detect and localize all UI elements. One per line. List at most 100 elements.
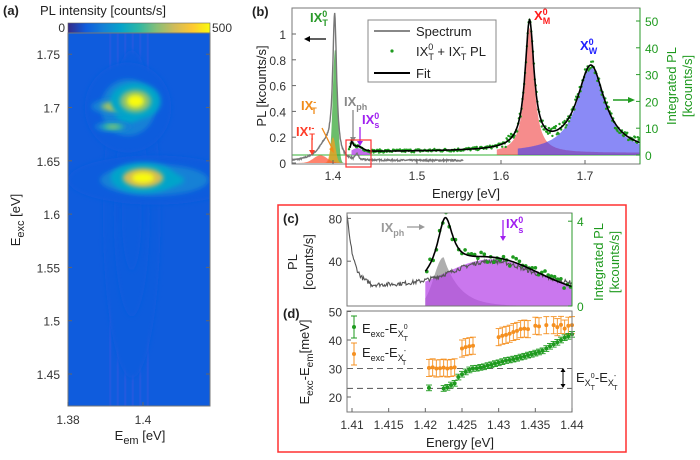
data-point-d xyxy=(496,335,501,340)
data-point-d xyxy=(525,353,530,358)
x-axis-label-d: Energy [eV] xyxy=(426,435,494,450)
data-point-c xyxy=(543,269,547,273)
y-axis-label-a: Eexc [eV] xyxy=(8,194,27,247)
y-tick-label-c-left: 40 xyxy=(329,255,343,269)
spectrum-line-c xyxy=(347,214,572,289)
y-tick-label-c-right: 0 xyxy=(577,300,584,314)
arrow-ixmt-icon xyxy=(321,127,334,153)
y-tick-label-d: 20 xyxy=(329,391,343,405)
y-tick-label-b-right: 10 xyxy=(645,122,659,136)
spectrum-line xyxy=(292,12,464,164)
data-point-c xyxy=(511,255,515,259)
data-point-d xyxy=(518,355,523,360)
data-point-d xyxy=(540,348,545,353)
gap-double-arrow-icon xyxy=(560,368,566,388)
data-point xyxy=(627,138,631,141)
data-point-d xyxy=(478,365,483,370)
arrow-ixpmt-icon xyxy=(309,138,315,155)
panel-label-c: (c) xyxy=(283,211,299,226)
fill-ix0_t xyxy=(323,49,347,163)
y-tick-label-b-left: 0.8 xyxy=(269,54,286,68)
data-point-d xyxy=(533,351,538,356)
data-point xyxy=(558,122,561,126)
data-point xyxy=(378,148,381,151)
arrow-right-axis-icon xyxy=(613,97,635,103)
data-point-d xyxy=(566,334,571,339)
y-tick-label-b-right: 50 xyxy=(645,15,659,29)
axes-frame-a xyxy=(67,32,211,407)
data-point-d xyxy=(481,364,486,369)
heatmap-blob xyxy=(131,172,155,184)
data-point-c xyxy=(549,274,554,278)
data-point-c xyxy=(546,273,550,277)
data-point xyxy=(604,107,608,111)
data-point xyxy=(554,124,558,128)
data-point-c xyxy=(514,256,518,261)
annotation-c-ix0s: IX0 s xyxy=(506,215,523,235)
ticks-c: 40 80 0 4 xyxy=(329,212,584,314)
y-tick-label-a: 1.45 xyxy=(37,368,61,382)
data-point-c xyxy=(533,266,538,270)
data-point-d xyxy=(514,356,519,361)
data-point-d xyxy=(536,324,541,329)
data-point-d xyxy=(470,343,475,348)
colorbar xyxy=(67,22,211,34)
zoom-inset-frame xyxy=(277,204,627,453)
data-point xyxy=(516,130,519,133)
data-point xyxy=(504,145,507,149)
data-point-d xyxy=(518,327,523,332)
data-point-d xyxy=(511,330,516,335)
data-point-d xyxy=(489,362,494,367)
data-point-d xyxy=(503,358,508,363)
annotation-x0m: X0 M xyxy=(534,7,550,26)
y-tick-label-b-left: 0.6 xyxy=(269,80,286,94)
data-point-d xyxy=(448,365,453,370)
data-point-d xyxy=(426,385,431,390)
data-point xyxy=(475,145,478,149)
legend-green-label: Eexc-EX0 T xyxy=(362,321,409,343)
data-point xyxy=(636,136,639,139)
data-point-d xyxy=(500,333,505,338)
data-point-d xyxy=(507,331,512,336)
fit-line xyxy=(349,18,640,152)
data-point xyxy=(548,131,551,134)
data-point-d xyxy=(426,365,431,370)
data-point xyxy=(546,132,550,135)
data-point-d xyxy=(445,366,450,371)
fill-c-ix0s xyxy=(425,259,572,306)
ticks-a: 1.45 1.5 1.55 1.6 1.65 1.7 1.75 1.38 1.4 xyxy=(37,48,210,427)
heatmap xyxy=(68,33,210,406)
data-point-d xyxy=(492,361,497,366)
data-point-c xyxy=(508,264,512,268)
y-tick-label-d: 40 xyxy=(329,334,343,348)
data-point xyxy=(540,125,543,128)
data-point-c xyxy=(562,286,566,290)
x-tick-label-a: 1.38 xyxy=(56,413,80,427)
arrow-ixph-icon xyxy=(350,110,356,142)
data-point xyxy=(564,126,567,129)
data-point-d xyxy=(558,322,563,327)
y-axis-label-b-left: PL [kcounts/s] xyxy=(254,45,269,126)
data-point-d xyxy=(529,352,534,357)
y-tick-label-b-right: 40 xyxy=(645,42,659,56)
y-tick-label-b-left: 0.2 xyxy=(269,131,286,145)
data-point-d xyxy=(441,386,446,391)
x-axis-label-b: Energy [eV] xyxy=(432,186,500,201)
panel-b: (b) 1.4 1.5 1.6 1.700.20.40.60.810102030405… xyxy=(252,4,695,201)
data-point xyxy=(557,132,560,135)
plot-area-c xyxy=(347,213,572,306)
data-point-d xyxy=(511,357,516,362)
y-tick-label-b-left: 1 xyxy=(279,28,286,42)
data-point xyxy=(563,119,566,123)
y-axis-label-d: Eexc-Eem[meV] xyxy=(297,319,316,404)
data-point-d xyxy=(514,328,519,333)
data-point-d xyxy=(467,344,472,349)
arrow-left-axis-icon xyxy=(304,36,326,42)
legend-orange-label: Eexc-EX-T xyxy=(362,345,407,367)
data-point xyxy=(591,60,595,63)
data-point-c xyxy=(485,260,490,264)
y-tick-label-a: 1.6 xyxy=(43,208,60,222)
data-point-d xyxy=(566,323,571,328)
colorbar-title: PL intensity [counts/s] xyxy=(40,3,166,18)
